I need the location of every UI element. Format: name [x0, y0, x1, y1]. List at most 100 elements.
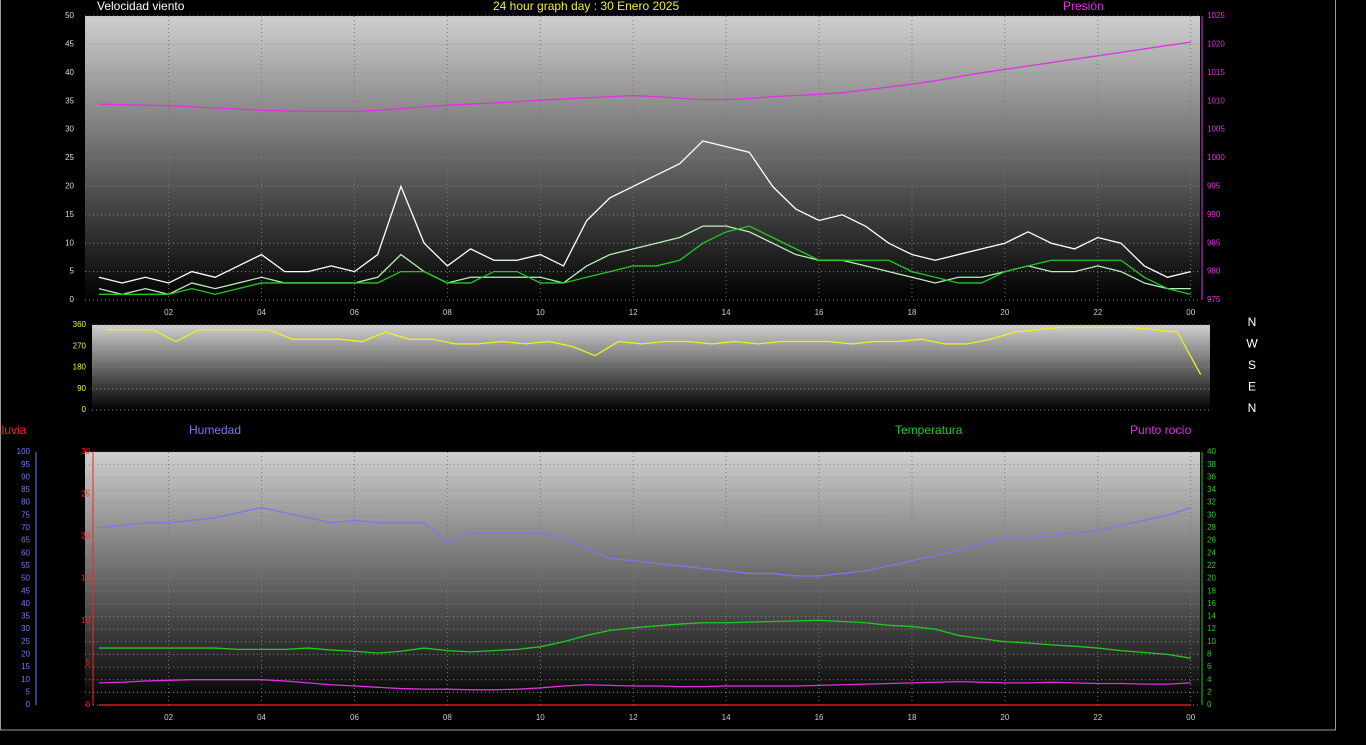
y-tick-label: 45 — [21, 586, 30, 595]
y-tick-label: 15 — [65, 210, 74, 219]
x-tick-label: 10 — [536, 308, 545, 317]
series-line — [98, 225, 1191, 295]
y2-tick-label: 1005 — [1207, 125, 1225, 134]
y-tick-label: 5 — [70, 267, 75, 276]
chart-title: 24 hour graph day : 30 Enero 2025 — [493, 0, 679, 13]
y-tick-label: 0 — [82, 405, 87, 414]
x-tick-label: 02 — [164, 308, 173, 317]
y-tick-label: 50 — [21, 574, 30, 583]
y-tick-label: 30 — [65, 125, 74, 134]
y2-tick-label: 995 — [1207, 182, 1221, 191]
y-tick-label: 90 — [77, 384, 86, 393]
y3-tick-label: 25 — [81, 489, 90, 498]
y2-tick-label: 38 — [1207, 460, 1216, 469]
plot-area — [85, 452, 1200, 705]
y3-tick-label: 0 — [86, 700, 91, 709]
y-tick-label: 70 — [21, 523, 30, 532]
x-tick-label: 18 — [908, 713, 917, 722]
y-tick-label: 5 — [26, 687, 31, 696]
y-tick-label: 10 — [65, 238, 74, 247]
y2-tick-label: 975 — [1207, 295, 1221, 304]
y2-tick-label: 18 — [1207, 586, 1216, 595]
y2-tick-label: 2 — [1207, 687, 1212, 696]
x-tick-label: 06 — [350, 308, 359, 317]
y2-tick-label: 32 — [1207, 498, 1216, 507]
direction-label: S — [1248, 358, 1256, 372]
y-tick-label: 10 — [21, 675, 30, 684]
x-tick-label: 14 — [722, 308, 731, 317]
y-tick-label: 90 — [21, 472, 30, 481]
series-line — [98, 679, 1191, 691]
x-tick-label: 20 — [1000, 308, 1009, 317]
y-tick-label: 25 — [21, 637, 30, 646]
x-tick-label: 08 — [443, 713, 452, 722]
x-tick-label: 08 — [443, 308, 452, 317]
direction-label: W — [1246, 337, 1258, 351]
legend-label: Lluvia — [0, 423, 27, 437]
y-tick-label: 85 — [21, 485, 30, 494]
y2-tick-label: 12 — [1207, 624, 1216, 633]
y2-tick-label: 40 — [1207, 447, 1216, 456]
y2-tick-label: 1020 — [1207, 40, 1225, 49]
y2-tick-label: 1000 — [1207, 153, 1225, 162]
y2-tick-label: 1025 — [1207, 11, 1225, 20]
x-tick-label: 18 — [908, 308, 917, 317]
x-tick-label: 06 — [350, 713, 359, 722]
y-tick-label: 60 — [21, 548, 30, 557]
y-tick-label: 20 — [21, 650, 30, 659]
y-tick-label: 80 — [21, 498, 30, 507]
direction-label: E — [1248, 380, 1256, 394]
y-tick-label: 75 — [21, 510, 30, 519]
y-tick-label: 95 — [21, 460, 30, 469]
x-tick-label: 16 — [815, 713, 824, 722]
legend-label: Temperatura — [895, 423, 963, 437]
y2-tick-label: 16 — [1207, 599, 1216, 608]
x-tick-label: 10 — [536, 713, 545, 722]
y2-tick-label: 14 — [1207, 612, 1216, 621]
y2-tick-label: 26 — [1207, 536, 1216, 545]
y2-tick-label: 980 — [1207, 267, 1221, 276]
y-axis-title: Velocidad viento — [97, 0, 185, 13]
y-tick-label: 360 — [73, 320, 87, 329]
plot-area — [85, 16, 1200, 300]
y-tick-label: 40 — [65, 68, 74, 77]
y-tick-label: 55 — [21, 561, 30, 570]
y2-axis-title: Presión — [1063, 0, 1104, 13]
y-tick-label: 35 — [65, 96, 74, 105]
plot-area — [92, 325, 1210, 410]
x-tick-label: 00 — [1186, 308, 1195, 317]
y2-tick-label: 985 — [1207, 238, 1221, 247]
y2-tick-label: 1015 — [1207, 68, 1225, 77]
x-tick-label: 22 — [1093, 308, 1102, 317]
y-tick-label: 30 — [21, 624, 30, 633]
y-tick-label: 270 — [73, 341, 87, 350]
y-tick-label: 25 — [65, 153, 74, 162]
series-line — [98, 619, 1191, 659]
x-tick-label: 12 — [629, 713, 638, 722]
series-line — [105, 326, 1202, 375]
x-tick-label: 16 — [815, 308, 824, 317]
y-tick-label: 65 — [21, 536, 30, 545]
y2-tick-label: 4 — [1207, 675, 1212, 684]
y-tick-label: 0 — [70, 295, 75, 304]
y3-tick-label: 20 — [81, 531, 90, 540]
y2-tick-label: 34 — [1207, 485, 1216, 494]
y2-tick-label: 36 — [1207, 472, 1216, 481]
frame — [0, 0, 1336, 731]
y2-tick-label: 0 — [1207, 700, 1212, 709]
y2-tick-label: 990 — [1207, 210, 1221, 219]
x-tick-label: 20 — [1000, 713, 1009, 722]
direction-label: N — [1248, 401, 1257, 415]
x-tick-label: 00 — [1186, 713, 1195, 722]
series-line — [98, 140, 1191, 284]
y-tick-label: 100 — [17, 447, 31, 456]
y2-tick-label: 24 — [1207, 548, 1216, 557]
y2-tick-label: 22 — [1207, 561, 1216, 570]
legend-label: Humedad — [189, 423, 241, 437]
y-tick-label: 40 — [21, 599, 30, 608]
y3-tick-label: 10 — [81, 616, 90, 625]
y-tick-label: 35 — [21, 612, 30, 621]
y2-tick-label: 20 — [1207, 574, 1216, 583]
y2-tick-label: 6 — [1207, 662, 1212, 671]
